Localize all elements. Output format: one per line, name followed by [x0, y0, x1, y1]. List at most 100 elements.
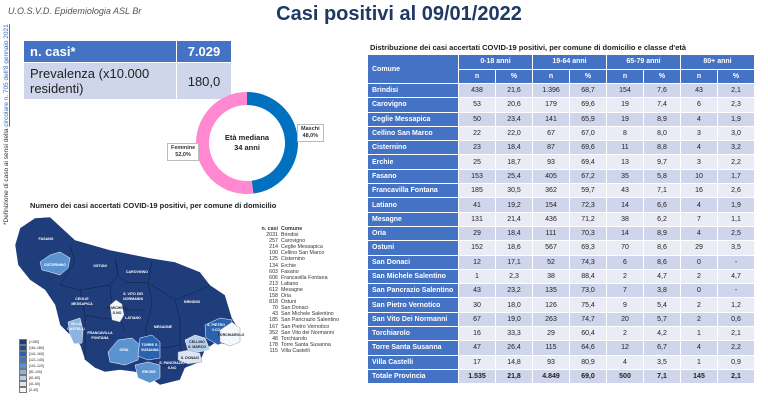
list-item-n: 43 — [272, 311, 278, 318]
value-cell: 74,7 — [570, 312, 606, 327]
value-cell: 69,4 — [570, 155, 606, 169]
sub-header-n: n — [607, 69, 643, 83]
value-cell: 3,2 — [718, 141, 754, 155]
list-item: 43 San Michele Salentino — [252, 311, 339, 317]
value-cell: 126 — [533, 298, 569, 312]
comune-cell: Mesagne — [368, 212, 458, 226]
table-row: San Vito Dei Normanni 67 19,0 263 74,7 20 5,7 2… — [368, 312, 754, 327]
map-san-michele — [109, 299, 125, 323]
sub-header-n: n — [681, 69, 717, 83]
value-cell: 19,2 — [496, 198, 532, 212]
value-cell: 0,6 — [718, 312, 754, 327]
legend-label: [101-120] — [29, 363, 44, 368]
legend-item: [121-140] — [19, 357, 44, 363]
value-cell: 7,6 — [644, 84, 680, 98]
comune-cell: Oria — [368, 226, 458, 241]
value-cell: 0 — [681, 284, 717, 298]
value-cell: 3,8 — [644, 284, 680, 298]
donut-slice-maschi — [247, 92, 298, 194]
value-cell: 6,7 — [644, 341, 680, 355]
sub-header-pct: % — [570, 69, 606, 83]
value-cell: 30 — [459, 298, 495, 312]
value-cell: 14 — [607, 226, 643, 241]
female-label: Femmine — [171, 145, 196, 151]
value-cell: 17,1 — [496, 255, 532, 269]
comune-header: Comune — [368, 55, 458, 83]
list-item: 167 San Pietro Vernotico — [252, 324, 339, 330]
female-value: 52,0% — [175, 152, 191, 158]
value-cell: 0 — [681, 255, 717, 269]
value-cell: 35 — [607, 169, 643, 184]
value-cell: 14,8 — [496, 355, 532, 369]
list-item-comune: Ceglie Messapica — [281, 244, 323, 251]
group-header: 80+ anni — [681, 55, 754, 69]
list-item-comune: Fasano — [281, 268, 299, 275]
value-cell: 8 — [607, 126, 643, 141]
value-cell: 18,0 — [496, 298, 532, 312]
cases-by-comune-list: n. casi Comune 2031 Brindisi 257 Carovigno 21… — [252, 226, 340, 354]
organization-label: U.O.S.V.D. Epidemiologia ASL Br — [8, 6, 142, 16]
value-cell: 179 — [533, 98, 569, 112]
map-label-san-pietro-2: V.CO — [212, 328, 221, 332]
legend-label: [41-60] — [29, 381, 40, 386]
comune-cell: Totale Provincia — [368, 369, 458, 384]
map-label-erchie: ERCHIE — [142, 370, 156, 374]
list-item-comune: Ostuni — [281, 299, 297, 306]
map-legend: [>180] [161-180] [141-160] [121-140] [101-12… — [19, 339, 44, 393]
value-cell: 8,6 — [644, 241, 680, 255]
list-header-comune: Comune — [281, 226, 303, 232]
list-item-n: 2031 — [266, 232, 278, 239]
province-map: FASANO CISTERNINO OSTUNI CAROVIGNO BRIND… — [14, 216, 245, 386]
list-item-comune: San Michele Salentino — [281, 311, 334, 318]
value-cell: 7,1 — [644, 369, 680, 384]
value-cell: 2,3 — [718, 98, 754, 112]
value-cell: 4 — [681, 198, 717, 212]
map-label-san-donaci: S. DONACI — [181, 356, 200, 360]
value-cell: 154 — [533, 198, 569, 212]
map-erchie — [134, 361, 161, 384]
list-item-comune: San Pancrazio Salentino — [281, 317, 340, 324]
value-cell: 185 — [459, 184, 495, 198]
map-label-fasano: FASANO — [39, 237, 54, 241]
value-cell: 4 — [681, 112, 717, 126]
value-cell: 8,9 — [644, 112, 680, 126]
comune-cell: Fasano — [368, 169, 458, 184]
cases-row: n. casi* 7.029 — [24, 41, 231, 62]
list-item-n: 167 — [269, 323, 278, 330]
value-cell: 4.849 — [533, 369, 569, 384]
map-label-san-michele: S. MICHELE — [107, 306, 128, 310]
value-cell: 6,2 — [644, 212, 680, 226]
value-cell: 11 — [607, 141, 643, 155]
comune-cell: Torre Santa Susanna — [368, 341, 458, 355]
comune-cell: Brindisi — [368, 84, 458, 98]
median-age-label: Età mediana — [225, 133, 270, 142]
value-cell: 72,3 — [570, 198, 606, 212]
value-cell: 18,4 — [496, 226, 532, 241]
age-distribution-table: Comune 0-18 anni 19-64 anni 65-79 anni 8… — [367, 54, 755, 384]
table-row: Carovigno 53 20,6 179 69,6 19 7,4 6 2,3 — [368, 98, 754, 112]
map-label-cellino-2: S. MARCO — [188, 345, 206, 349]
legend-swatch — [19, 387, 27, 393]
legend-item: [0-40] — [19, 387, 44, 393]
sub-header-n: n — [459, 69, 495, 83]
list-item-n: 115 — [269, 347, 278, 354]
value-cell: 500 — [607, 369, 643, 384]
value-cell: 74,3 — [570, 255, 606, 269]
map-label-cisternino: CISTERNINO — [44, 263, 66, 267]
male-callout: Maschi 48,0% — [297, 124, 324, 142]
comune-cell: Cellino San Marco — [368, 126, 458, 141]
value-cell: 93 — [533, 155, 569, 169]
value-cell: 141 — [533, 112, 569, 126]
total-row: Totale Provincia 1.535 21,8 4.849 69,0 500 7,1… — [368, 369, 754, 384]
value-cell: 154 — [607, 84, 643, 98]
value-cell: 362 — [533, 184, 569, 198]
list-item-comune: Villa Castelli — [281, 347, 310, 354]
value-cell: 53 — [459, 98, 495, 112]
legend-swatch — [19, 375, 27, 381]
male-label: Maschi — [301, 126, 320, 132]
value-cell: 1,1 — [718, 212, 754, 226]
value-cell: 50 — [459, 112, 495, 126]
summary-table: n. casi* 7.029 Prevalenza (x10.000 resid… — [23, 40, 232, 100]
value-cell: 69,6 — [570, 98, 606, 112]
comune-cell: Torchiarolo — [368, 327, 458, 341]
